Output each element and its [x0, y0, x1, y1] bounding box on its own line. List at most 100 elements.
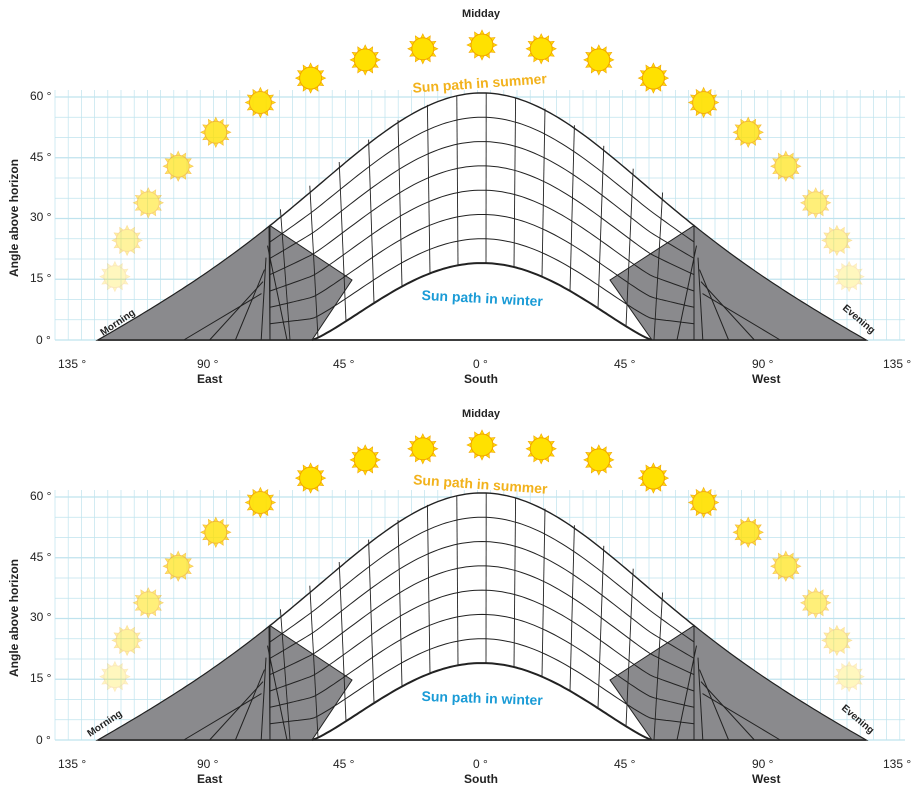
sun-icon	[732, 516, 764, 548]
x-dir-south: South	[464, 772, 498, 786]
sun-ray	[841, 662, 846, 669]
sun-disc	[103, 265, 127, 289]
sun-icon	[525, 33, 557, 65]
tile-column	[368, 539, 375, 704]
tile-column	[513, 97, 517, 268]
sun-disc	[837, 665, 861, 689]
sun-disc	[587, 48, 611, 72]
sun-ray	[844, 643, 851, 649]
sun-ray	[122, 268, 129, 274]
y-tick-0: 0 °	[36, 333, 51, 347]
sun-ray	[107, 662, 112, 669]
flank-line	[260, 257, 267, 341]
sun-ray	[846, 287, 852, 293]
sun-ray	[122, 668, 129, 674]
sun-icon	[687, 86, 720, 119]
sun-disc	[587, 448, 611, 472]
x-dir-south: South	[464, 372, 498, 386]
sun-ray	[834, 250, 840, 257]
sun-ray	[852, 284, 857, 291]
sun-icon	[637, 462, 670, 494]
sun-ray	[835, 268, 842, 274]
tile-column	[541, 108, 546, 277]
tile-column	[513, 497, 517, 668]
sun-path-panel-top: Midday Sun path in summer Sun path in wi…	[7, 8, 911, 386]
tile-row	[269, 565, 695, 676]
sun-icon	[294, 62, 327, 94]
sun-ray	[101, 679, 107, 685]
sun-ray	[833, 274, 839, 280]
sun-disc	[353, 48, 377, 72]
sun-ray	[852, 684, 857, 691]
sun-icon	[466, 429, 498, 461]
sun-disc	[641, 66, 665, 90]
sun-ray	[857, 668, 863, 674]
x-tick-90-east: 90 °	[197, 757, 219, 771]
sun-icon	[407, 433, 439, 465]
sun-ray	[834, 624, 840, 630]
y-tick-45: 45 °	[30, 150, 52, 164]
sun-ray	[829, 648, 834, 655]
tile-column	[309, 585, 319, 738]
tile-row	[269, 613, 695, 708]
sun-ray	[840, 626, 845, 633]
sun-icon	[466, 29, 498, 61]
sun-disc	[299, 66, 323, 90]
sun-ray	[835, 679, 842, 685]
sun-icon	[162, 550, 194, 582]
sun-ray	[130, 226, 135, 233]
sun-ray	[846, 260, 852, 267]
sun-disc	[774, 154, 798, 178]
sun-ray	[835, 668, 842, 674]
winter-path-label: Sun path in winter	[421, 688, 543, 708]
sun-ray	[844, 232, 851, 238]
sun-disc	[353, 448, 377, 472]
sun-ray	[107, 262, 112, 269]
sun-ray	[107, 284, 112, 291]
dark-band	[96, 625, 271, 741]
tile-column	[279, 209, 291, 341]
dark-band	[693, 224, 868, 341]
sun-icon	[770, 550, 802, 582]
x-tick-45-west: 45 °	[614, 757, 636, 771]
sun-ray	[135, 243, 141, 249]
sun-icon	[294, 462, 327, 494]
sun-icon	[244, 86, 277, 119]
sun-ray	[118, 662, 123, 669]
sun-ray	[118, 684, 123, 691]
sun-ray	[112, 687, 118, 693]
sun-ray	[823, 232, 829, 238]
tile-row	[269, 638, 695, 725]
sun-ray	[844, 632, 851, 638]
sun-ray	[135, 232, 141, 238]
winter-arc	[311, 262, 652, 341]
sun-disc	[204, 120, 228, 144]
y-axis-title: Angle above horizon	[7, 159, 21, 277]
sun-ray	[834, 650, 840, 657]
sun-path-panel-bottom: Midday Sun path in summer Sun path in wi…	[7, 408, 911, 786]
sun-ray	[823, 243, 829, 249]
sun-icon	[99, 660, 131, 693]
sun-ray	[833, 674, 839, 680]
y-tick-15: 15 °	[30, 671, 52, 685]
tile-row	[269, 189, 695, 292]
x-dir-east: East	[197, 372, 222, 386]
sun-ray	[124, 650, 130, 657]
tile-column	[426, 504, 431, 674]
tile-column	[625, 168, 634, 327]
y-tick-45: 45 °	[30, 550, 52, 564]
sun-ray	[119, 626, 124, 633]
sun-icon	[821, 224, 853, 257]
flank-line	[700, 281, 755, 341]
sun-ray	[118, 284, 123, 291]
sun-icon	[525, 433, 557, 465]
flank-line	[209, 281, 264, 341]
sun-ray	[101, 268, 107, 274]
sun-disc	[529, 37, 553, 61]
sun-ray	[124, 224, 130, 230]
sun-ray	[101, 668, 107, 674]
sun-ray	[841, 284, 846, 291]
sun-disc	[529, 437, 553, 461]
y-tick-30: 30 °	[30, 210, 52, 224]
sun-ray	[829, 626, 834, 633]
